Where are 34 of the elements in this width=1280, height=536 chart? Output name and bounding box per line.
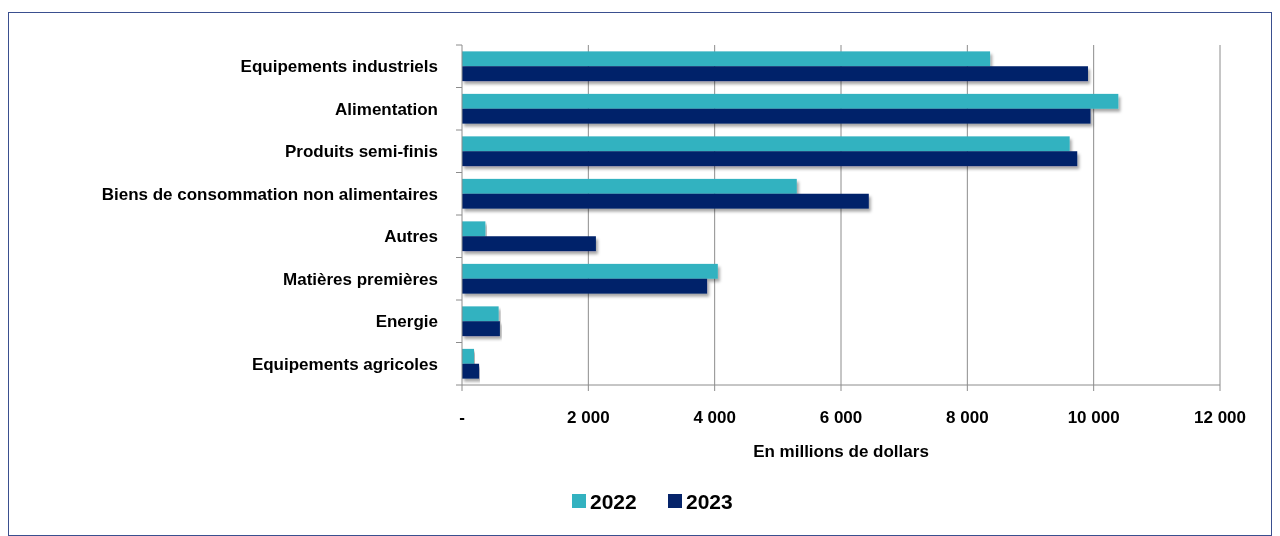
bar	[462, 178, 797, 194]
x-tick-label: 10 000	[1067, 408, 1120, 427]
bar	[462, 66, 1088, 82]
bar	[462, 278, 708, 294]
bar	[462, 236, 596, 252]
y-tick-label: Equipements agricoles	[251, 354, 438, 374]
y-tick-label: Biens de consommation non alimentaires	[101, 184, 438, 204]
x-tick-label: 8 000	[946, 408, 989, 427]
x-axis-title: En millions de dollars	[753, 442, 929, 461]
bar	[462, 263, 718, 279]
legend-label: 2023	[686, 490, 733, 513]
bar	[462, 306, 499, 322]
bar	[462, 321, 500, 337]
x-tick-label: 4 000	[693, 408, 736, 427]
bar	[462, 221, 486, 237]
bar	[462, 193, 869, 209]
bar	[462, 108, 1091, 124]
y-tick-label: Matières premières	[283, 269, 438, 289]
y-tick-label: Produits semi-finis	[284, 142, 438, 162]
x-tick-label: 6 000	[819, 408, 863, 427]
legend-label: 2022	[590, 490, 637, 513]
y-tick-label: Alimentation	[335, 99, 438, 119]
x-tick-label: 2 000	[567, 408, 610, 427]
x-tick-label: -	[459, 408, 465, 427]
bar	[462, 151, 1078, 167]
bar	[462, 348, 474, 364]
y-tick-label: Equipements industriels	[240, 57, 438, 77]
bar	[462, 363, 480, 379]
y-tick-label: Energie	[375, 312, 438, 332]
y-tick-label: Autres	[384, 227, 438, 247]
bar	[462, 136, 1070, 152]
x-tick-label: 12 000	[1194, 408, 1246, 427]
bar	[462, 93, 1119, 109]
bar	[462, 51, 991, 67]
